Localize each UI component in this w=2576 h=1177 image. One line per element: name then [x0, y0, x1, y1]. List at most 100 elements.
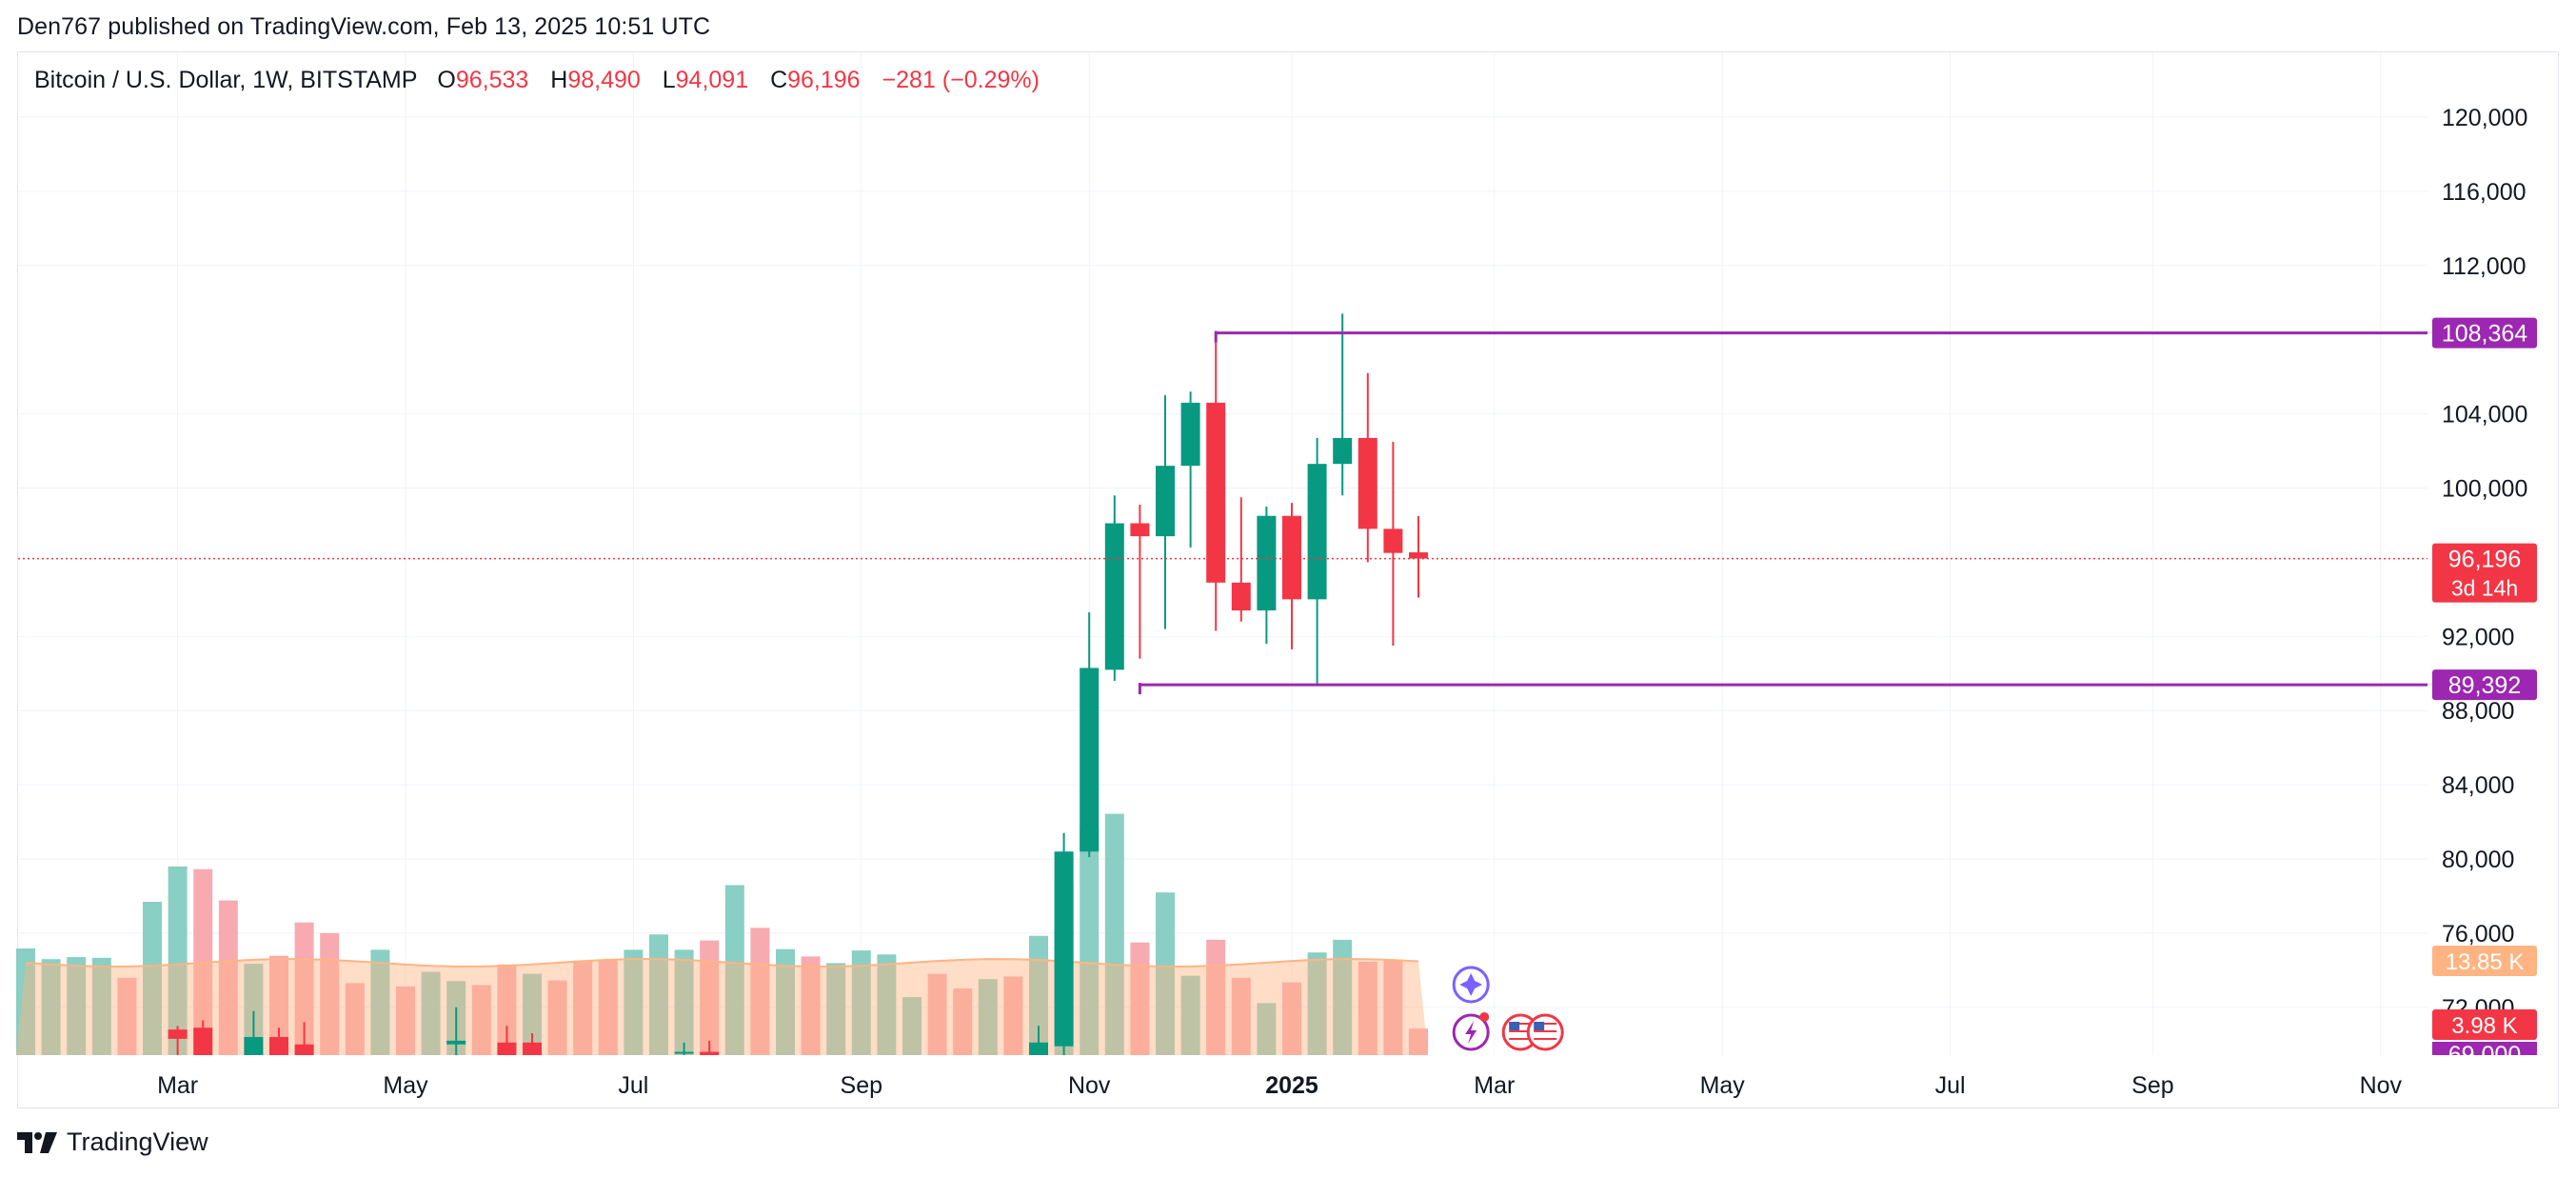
volume-bar-down — [1231, 977, 1251, 1055]
flag-stripe — [1534, 1038, 1557, 1040]
volume-bar-up — [143, 902, 162, 1055]
x-tick-label: 2025 — [1265, 1072, 1318, 1099]
volume-bar-up — [41, 959, 61, 1055]
candle-up — [1080, 668, 1100, 852]
price-axis[interactable]: 120,000 116,000 112,000 104,000 100,000 92,00… — [2432, 105, 2537, 1068]
candle-down — [294, 1044, 314, 1055]
volume-bar-up — [624, 949, 644, 1055]
event-markers[interactable] — [1452, 966, 1564, 1051]
volume-bar-up — [978, 979, 998, 1055]
candle-up — [1333, 437, 1353, 465]
flag-stripe — [1509, 1030, 1533, 1032]
candle-up — [1054, 851, 1074, 1047]
volume-ma — [16, 958, 1428, 1055]
flag-stripe — [1534, 1023, 1557, 1025]
x-tick-label: Jul — [618, 1072, 648, 1099]
y-tick-label: 76,000 — [2442, 921, 2514, 948]
candle-down — [497, 1042, 517, 1055]
volume-bar-down — [547, 980, 567, 1055]
close-value: 96,196 — [787, 67, 861, 93]
volume-ma-area — [16, 959, 1428, 1055]
flag-stripe — [1509, 1023, 1533, 1025]
volume-bar-down — [573, 960, 593, 1055]
flag-stripe — [1534, 1027, 1557, 1028]
candle-down — [168, 1029, 188, 1039]
volume-bar-down — [750, 928, 770, 1055]
volume-bar-up — [67, 957, 87, 1055]
volume-bar-down — [1383, 959, 1403, 1055]
candle-up — [1156, 466, 1175, 537]
grid — [18, 52, 2427, 1055]
volume-bar-down — [320, 932, 340, 1055]
volume-bar-down — [345, 983, 365, 1055]
volume-bar-up — [1257, 1003, 1277, 1055]
price-label-level — [2432, 317, 2537, 349]
sparkle-glyph — [1459, 973, 1483, 996]
volume-bar-up — [1333, 939, 1353, 1055]
x-tick-label: Sep — [841, 1072, 882, 1099]
partial-axis-label: 69,000 — [2448, 1042, 2521, 1068]
open-label: O — [437, 67, 456, 93]
volume-bar-down — [396, 986, 415, 1055]
time-axis[interactable]: Mar May Jul Sep Nov 2025 Mar May Jul Sep Nov — [157, 1072, 2402, 1099]
candle-up — [674, 1051, 694, 1054]
candles — [168, 313, 1428, 1055]
x-tick-label: Sep — [2131, 1072, 2173, 1099]
y-tick-label: 104,000 — [2442, 402, 2527, 429]
volume-bar-up — [674, 949, 694, 1055]
volume-bar-down — [218, 900, 238, 1055]
price-label-text: 89,392 — [2448, 672, 2521, 699]
volume-bar-up — [851, 950, 871, 1055]
volume-bar-down — [269, 955, 288, 1055]
tradingview-logo-icon — [17, 1131, 57, 1153]
candle-down — [1357, 437, 1377, 529]
candle-down — [1383, 529, 1403, 553]
x-tick-label: Mar — [157, 1072, 198, 1099]
close-label: C — [770, 67, 788, 93]
tradingview-brand[interactable]: TradingView — [17, 1127, 208, 1157]
volume-bar-up — [16, 948, 35, 1055]
candle-down — [1206, 402, 1226, 583]
countdown-text: 3d 14h — [2451, 576, 2518, 601]
candle-down — [1409, 552, 1428, 559]
volume-bar-up — [523, 973, 542, 1055]
chart-frame — [17, 51, 2559, 1108]
volume-bar-down — [1357, 962, 1377, 1055]
candle-down — [1231, 582, 1251, 611]
volume-bar-up — [1156, 892, 1175, 1055]
candle-up — [244, 1036, 264, 1055]
volume-bar-up — [244, 964, 264, 1055]
y-tick-label: 120,000 — [2442, 105, 2527, 131]
x-tick-label: May — [1700, 1072, 1746, 1099]
x-tick-label: Jul — [1935, 1072, 1966, 1099]
y-tick-label: 92,000 — [2442, 624, 2514, 650]
candle-up — [1180, 402, 1200, 467]
low-label: L — [662, 67, 676, 93]
volume-bar-down — [471, 985, 491, 1055]
volume-bar-down — [953, 988, 973, 1055]
volume-bar-up — [1104, 813, 1124, 1055]
candle-up — [1307, 464, 1327, 600]
flag-canton — [1534, 1022, 1545, 1030]
volume-bar-up — [826, 963, 846, 1055]
volume-bar-down — [927, 973, 947, 1055]
volume-bar-down — [497, 964, 517, 1055]
y-tick-label: 116,000 — [2442, 179, 2526, 206]
y-tick-label: 80,000 — [2442, 847, 2514, 873]
horizontal-levels[interactable] — [18, 330, 2427, 695]
y-tick-label: 84,000 — [2442, 772, 2514, 799]
volume-bar-up — [370, 949, 390, 1055]
flag-stripe — [1509, 1034, 1533, 1036]
volume-bar-up — [776, 948, 795, 1055]
price-label-level — [2432, 669, 2537, 701]
publisher-caption: Den767 published on TradingView.com, Feb… — [17, 13, 711, 40]
volume-bar-down — [1206, 939, 1226, 1055]
low-value: 94,091 — [675, 67, 749, 93]
symbol-title: Bitcoin / U.S. Dollar, 1W, BITSTAMP — [34, 67, 418, 93]
volume-bar-up — [1029, 935, 1048, 1055]
volume-bar-up — [91, 957, 111, 1055]
volume-bar-down — [598, 959, 618, 1055]
volume-ma-label-box — [2432, 946, 2537, 977]
partial-axis-box — [2432, 1042, 2537, 1055]
